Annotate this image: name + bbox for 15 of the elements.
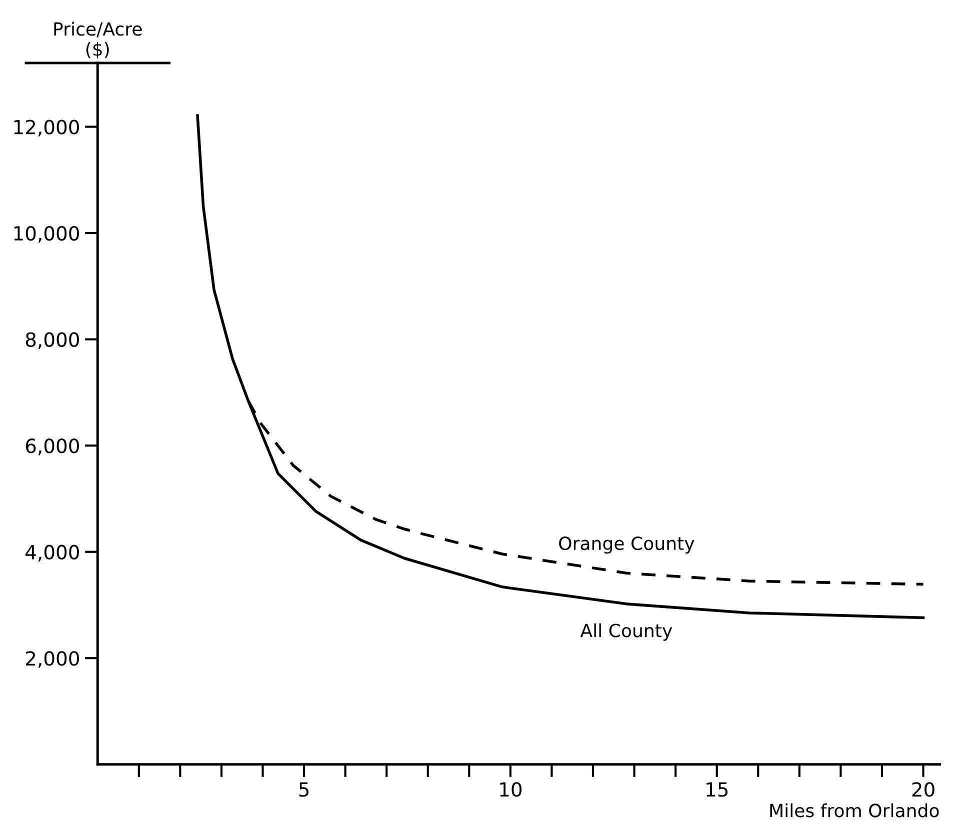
y-tick-label: 4,000 — [26, 544, 79, 562]
x-axis-title: Miles from Orlando — [770, 803, 939, 818]
series-label: Orange County — [559, 536, 694, 554]
x-tick-label: 5 — [299, 782, 309, 797]
y-tick-label: 10,000 — [14, 226, 79, 243]
series-label: All County — [580, 623, 672, 641]
y-axis-title: Price/Acre ($) — [54, 22, 142, 58]
line-series — [196, 114, 925, 620]
y-tick-label: 6,000 — [26, 438, 79, 456]
x-tick-label: 20 — [912, 782, 934, 797]
x-tick-label: 10 — [500, 782, 522, 797]
y-tick-label: 8,000 — [26, 332, 79, 349]
y-tick-label: 2,000 — [26, 651, 79, 668]
y-tick-label: 12,000 — [14, 120, 79, 136]
x-tick-label: 15 — [706, 782, 728, 797]
